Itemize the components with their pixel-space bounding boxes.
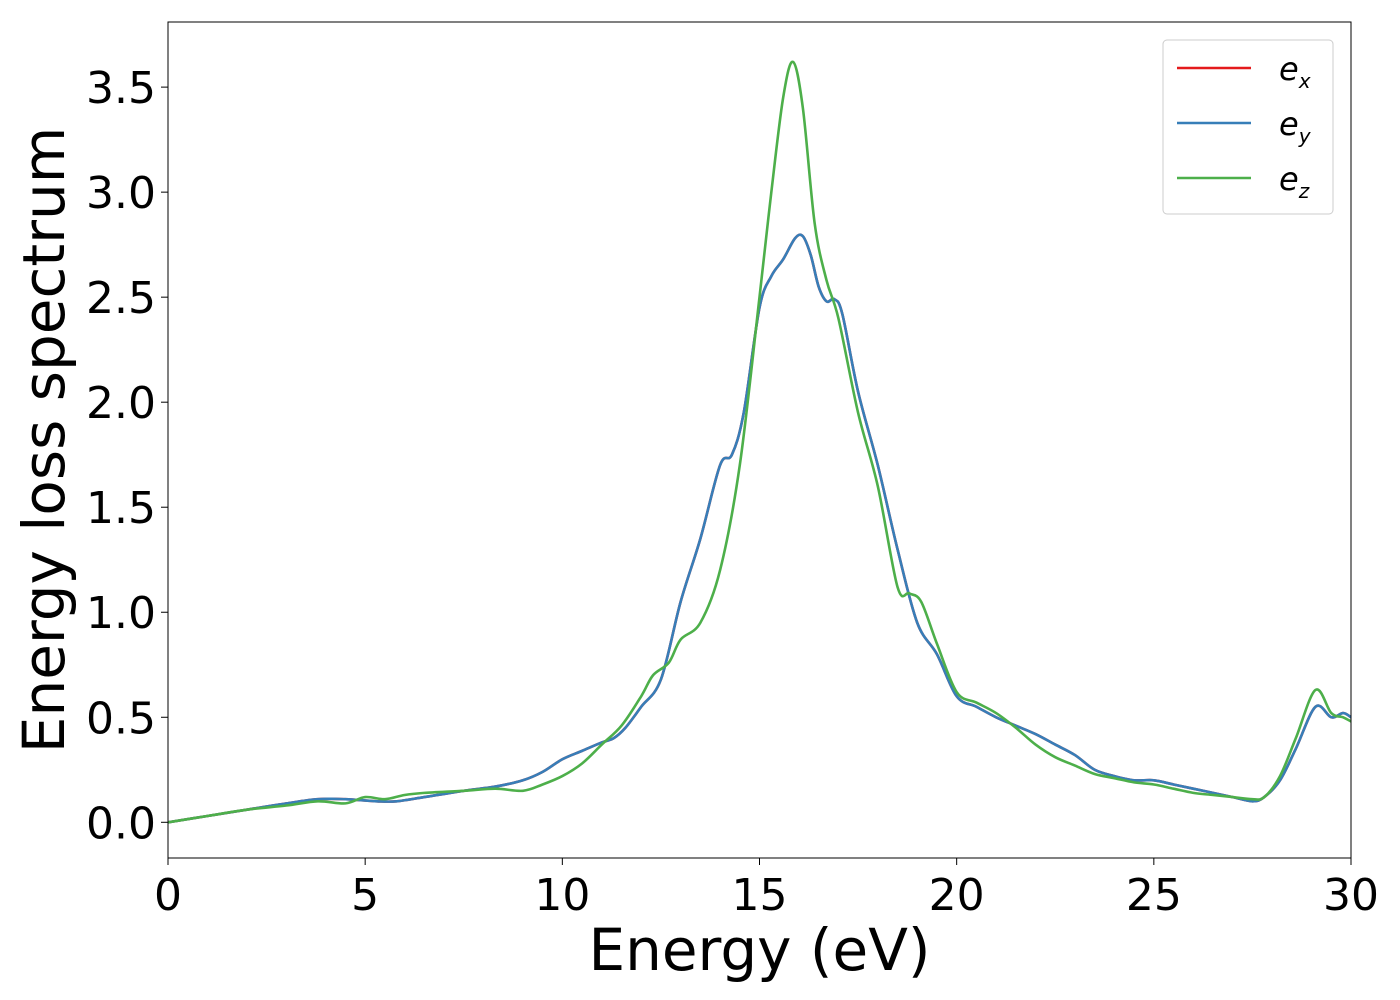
y-axis-label: Energy loss spectrum <box>10 127 78 753</box>
y-tick-label: 0.0 <box>86 798 156 849</box>
legend-item-x: ex <box>1177 50 1311 93</box>
x-tick-label: 0 <box>154 870 182 921</box>
y-tick-label: 3.0 <box>86 168 156 219</box>
y-tick-label: 1.5 <box>86 483 156 534</box>
series-line-z <box>168 60 1351 824</box>
y-tick-label: 1.0 <box>86 588 156 639</box>
y-tick-label: 0.5 <box>86 693 156 744</box>
x-tick-label: 20 <box>929 870 985 921</box>
x-tick-label: 10 <box>534 870 590 921</box>
y-axis: 0.0 0.5 1.0 1.5 2.0 2.5 3.0 3.5 <box>86 63 168 849</box>
x-tick-label: 5 <box>351 870 379 921</box>
series-layer <box>168 60 1351 824</box>
x-tick-label: 30 <box>1323 870 1379 921</box>
legend-box <box>1162 39 1334 215</box>
y-tick-label: 2.0 <box>86 378 156 429</box>
x-tick-label: 25 <box>1126 870 1182 921</box>
x-axis-label: Energy (eV) <box>588 916 930 984</box>
series-line-y <box>168 233 1351 824</box>
y-tick-label: 2.5 <box>86 273 156 324</box>
x-axis: 0 5 10 15 20 25 30 <box>154 858 1379 921</box>
x-tick-label: 15 <box>732 870 788 921</box>
y-tick-label: 3.5 <box>86 63 156 114</box>
